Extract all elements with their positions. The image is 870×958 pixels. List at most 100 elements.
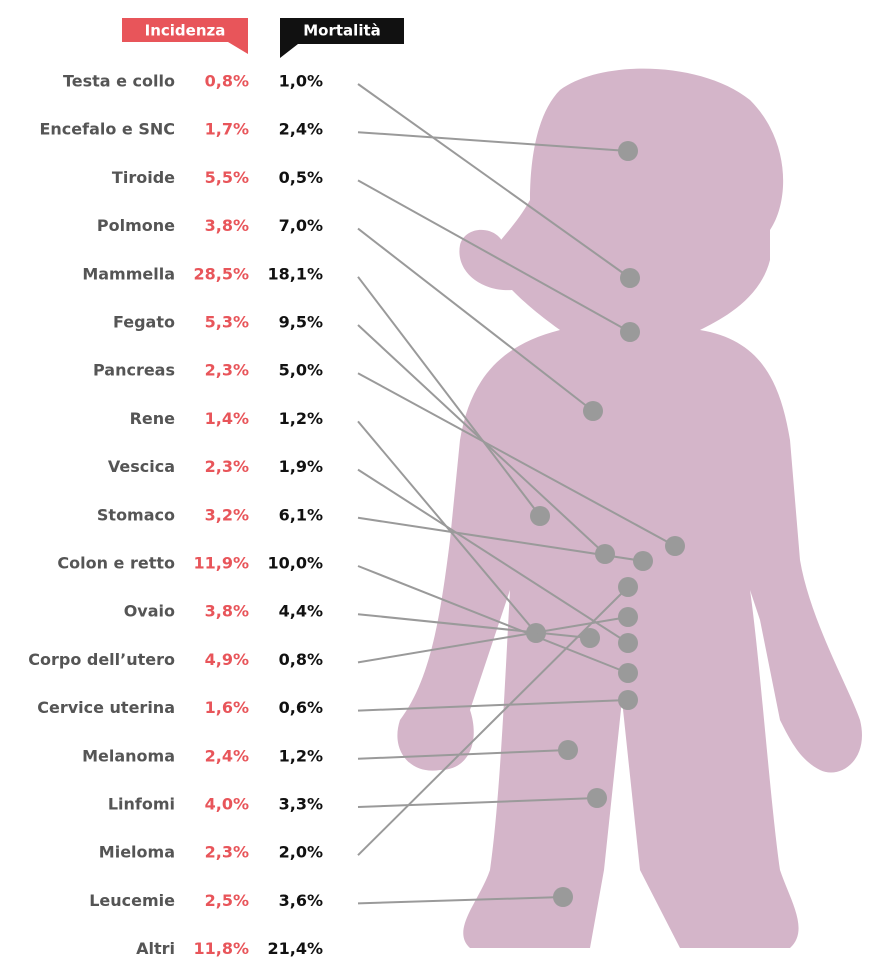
incidence-value: 2,3%	[205, 843, 249, 862]
site-name: Corpo dell’utero	[28, 650, 175, 669]
mortality-value: 2,0%	[279, 843, 323, 862]
site-name: Mieloma	[99, 843, 175, 862]
incidence-value: 11,9%	[193, 554, 249, 573]
connector-line	[357, 131, 629, 152]
site-name: Vescica	[108, 457, 175, 476]
body-point	[618, 663, 638, 683]
connector-line	[357, 749, 569, 760]
connector-line	[357, 565, 629, 674]
connector-line	[357, 516, 644, 562]
mortality-value: 1,2%	[279, 746, 323, 765]
site-name: Colon e retto	[57, 554, 175, 573]
site-name: Pancreas	[93, 361, 175, 380]
incidence-value: 1,6%	[205, 698, 249, 717]
mortality-value: 1,0%	[279, 72, 323, 91]
site-name: Melanoma	[82, 746, 175, 765]
connector-line	[357, 83, 631, 279]
body-point	[530, 506, 550, 526]
incidence-value: 5,5%	[205, 168, 249, 187]
mortality-value: 0,6%	[279, 698, 323, 717]
body-silhouette	[397, 68, 862, 949]
incidence-value: 3,2%	[205, 505, 249, 524]
body-point	[587, 788, 607, 808]
incidence-value: 2,3%	[205, 361, 249, 380]
incidence-value: 1,7%	[205, 120, 249, 139]
body-point	[618, 577, 638, 597]
incidence-value: 28,5%	[193, 264, 249, 283]
mortality-header: Mortalità	[303, 22, 381, 40]
incidence-value: 11,8%	[193, 939, 249, 958]
mortality-header-tail	[280, 44, 298, 58]
mortality-value: 0,5%	[279, 168, 323, 187]
body-point	[620, 268, 640, 288]
connector-line	[357, 227, 594, 412]
incidence-value: 2,3%	[205, 457, 249, 476]
connector-line	[357, 372, 676, 547]
mortality-value: 5,0%	[279, 361, 323, 380]
incidence-value: 2,5%	[205, 891, 249, 910]
body-point	[558, 740, 578, 760]
site-name: Tiroide	[112, 168, 175, 187]
body-point	[665, 536, 685, 556]
site-name: Ovaio	[124, 602, 175, 621]
connector-line	[357, 896, 564, 905]
mortality-value: 18,1%	[267, 264, 323, 283]
mortality-value: 9,5%	[279, 313, 323, 332]
mortality-value: 21,4%	[267, 939, 323, 958]
mortality-value: 0,8%	[279, 650, 323, 669]
site-name: Rene	[130, 409, 176, 428]
mortality-value: 3,6%	[279, 891, 323, 910]
site-name: Cervice uterina	[37, 698, 175, 717]
mortality-header-box	[280, 18, 404, 44]
incidence-header-box	[122, 18, 248, 42]
connector-line	[357, 616, 629, 664]
incidence-header: Incidenza	[145, 22, 226, 40]
incidence-value: 1,4%	[205, 409, 249, 428]
connector-line	[357, 797, 598, 808]
connector-line	[357, 179, 631, 333]
incidence-value: 4,0%	[205, 795, 249, 814]
mortality-value: 10,0%	[267, 554, 323, 573]
body-point	[583, 401, 603, 421]
site-name: Testa e collo	[63, 72, 175, 91]
connector-line	[357, 613, 591, 639]
mortality-value: 7,0%	[279, 216, 323, 235]
incidence-value: 3,8%	[205, 602, 249, 621]
incidence-value: 4,9%	[205, 650, 249, 669]
mortality-value: 1,2%	[279, 409, 323, 428]
connectors	[357, 83, 685, 907]
body-point	[618, 141, 638, 161]
site-name: Stomaco	[97, 505, 175, 524]
body-point	[553, 887, 573, 907]
incidence-value: 0,8%	[205, 72, 249, 91]
mortality-value: 1,9%	[279, 457, 323, 476]
connector-line	[357, 699, 629, 712]
incidence-value: 2,4%	[205, 746, 249, 765]
site-name: Linfomi	[108, 795, 175, 814]
mortality-value: 3,3%	[279, 795, 323, 814]
site-name: Altri	[136, 939, 175, 958]
mortality-value: 2,4%	[279, 120, 323, 139]
body-point	[580, 628, 600, 648]
incidence-header-tail	[228, 42, 248, 54]
body-point	[618, 607, 638, 627]
body-point	[595, 544, 615, 564]
connector-line	[357, 276, 541, 517]
body-point	[633, 551, 653, 571]
site-name: Leucemie	[89, 891, 175, 910]
body-point	[618, 633, 638, 653]
mortality-value: 4,4%	[279, 602, 323, 621]
incidence-value: 3,8%	[205, 216, 249, 235]
site-name: Polmone	[97, 216, 175, 235]
site-name: Mammella	[82, 264, 175, 283]
body-point	[618, 690, 638, 710]
connector-line	[357, 586, 629, 856]
rows: Testa e collo 0,8% 1,0% Encefalo e SNC 1,7% 2…	[28, 72, 323, 958]
mortality-value: 6,1%	[279, 505, 323, 524]
site-name: Encefalo e SNC	[39, 120, 175, 139]
incidence-value: 5,3%	[205, 313, 249, 332]
connector-line	[357, 468, 629, 644]
site-name: Fegato	[113, 313, 175, 332]
body-point	[620, 322, 640, 342]
